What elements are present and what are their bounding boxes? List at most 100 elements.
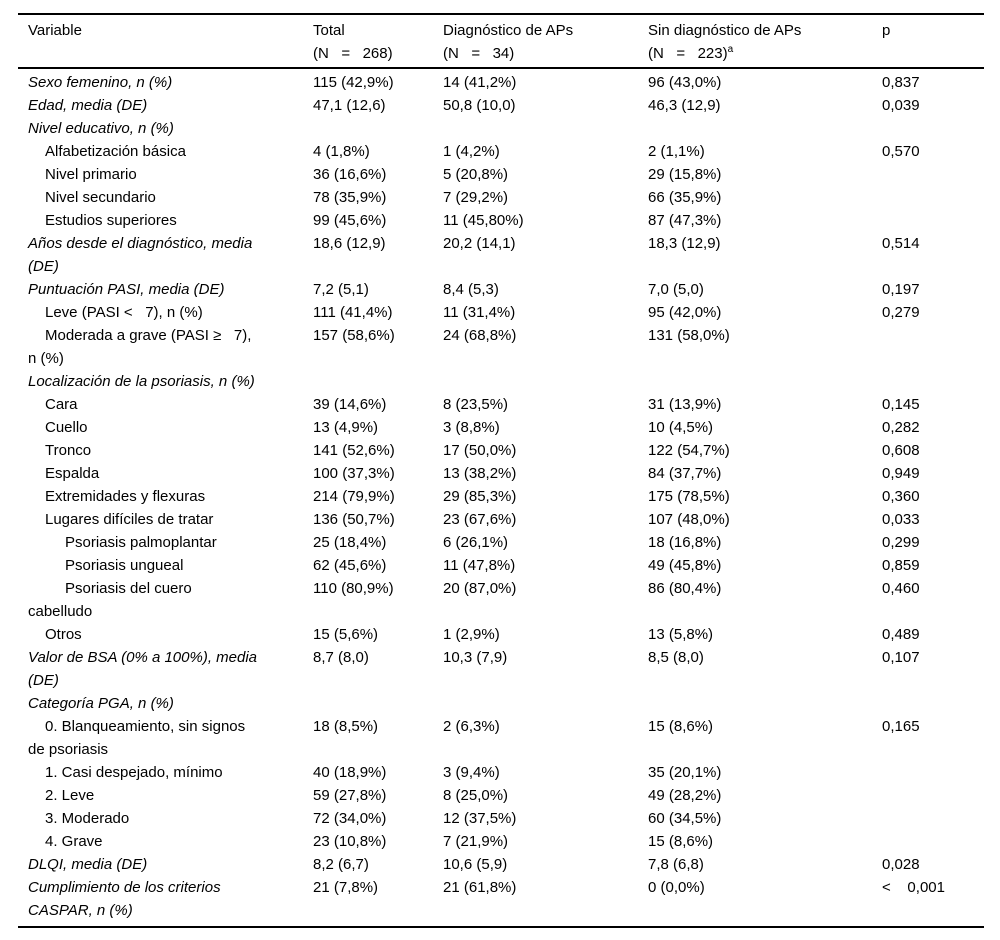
sin-aps-cell: 15 (8,6%) [648, 718, 714, 735]
total-cell: 99 (45,6%) [313, 212, 387, 229]
sin-aps-cell: 15 (8,6%) [648, 833, 714, 850]
sin-aps-cell: 95 (42,0%) [648, 304, 722, 321]
total-cell: 7,2 (5,1) [313, 281, 369, 298]
p-cell [882, 761, 984, 784]
variable-cell: 2. Leve [45, 787, 95, 804]
variable-cell: Categoría PGA, n (%) [28, 695, 174, 712]
aps-cell [443, 692, 648, 715]
table-row: Cumplimiento de los criterios CASPAR, n … [18, 876, 984, 927]
aps-cell: 23 (67,6%) [443, 511, 517, 528]
total-cell: 136 (50,7%) [313, 511, 395, 528]
total-cell: 39 (14,6%) [313, 396, 387, 413]
total-cell: 8,2 (6,7) [313, 856, 369, 873]
total-cell: 100 (37,3%) [313, 465, 395, 482]
sin-aps-cell: 18,3 (12,9) [648, 235, 721, 252]
table-header-row: Variable Total (N = 268) Diagnóstico de … [18, 14, 984, 69]
p-cell: 0,360 [882, 488, 920, 505]
sin-aps-cell: 29 (15,8%) [648, 166, 722, 183]
column-header-sin-aps: Sin diagnóstico de APs (N = 223)a [648, 14, 882, 69]
aps-cell: 6 (26,1%) [443, 534, 509, 551]
sin-aps-cell: 10 (4,5%) [648, 419, 714, 436]
table-row: DLQI, media (DE) 8,2 (6,7) 10,6 (5,9) 7,8 (… [18, 853, 984, 876]
table-row: Localización de la psoriasis, n (%) [18, 370, 984, 393]
aps-cell: 10,6 (5,9) [443, 856, 508, 873]
total-cell: 141 (52,6%) [313, 442, 395, 459]
aps-cell: 5 (20,8%) [443, 166, 509, 183]
table-row: Espalda 100 (37,3%) 13 (38,2%) 84 (37,7%) 0,… [18, 462, 984, 485]
p-cell [882, 784, 984, 807]
table-row: Cuello 13 (4,9%) 3 (8,8%) 10 (4,5%) 0,282 [18, 416, 984, 439]
aps-cell: 8,4 (5,3) [443, 281, 499, 298]
p-cell: 0,514 [882, 235, 920, 252]
total-cell: 18 (8,5%) [313, 718, 379, 735]
aps-cell: 20,2 (14,1) [443, 235, 516, 252]
table-row: Estudios superiores 99 (45,6%) 11 (45,80%)… [18, 209, 984, 232]
p-cell: 0,570 [882, 143, 920, 160]
variable-cell: DLQI, media (DE) [28, 856, 148, 873]
table-row: Psoriasis ungueal 62 (45,6%) 11 (47,8%) 49 … [18, 554, 984, 577]
column-header-variable: Variable [18, 14, 313, 69]
sin-aps-cell: 175 (78,5%) [648, 488, 730, 505]
table-row: 2. Leve 59 (27,8%) 8 (25,0%) 49 (28,2%) [18, 784, 984, 807]
variable-cell: Tronco [45, 442, 92, 459]
sin-aps-cell: 35 (20,1%) [648, 764, 722, 781]
total-cell: 36 (16,6%) [313, 166, 387, 183]
variable-cell: Edad, media (DE) [28, 97, 148, 114]
sin-aps-cell: 31 (13,9%) [648, 396, 722, 413]
sin-aps-cell: 49 (28,2%) [648, 787, 722, 804]
variable-cell: Sexo femenino, n (%) [28, 74, 173, 91]
aps-cell: 11 (31,4%) [443, 304, 516, 321]
sin-aps-cell: 107 (48,0%) [648, 511, 730, 528]
table-row: 3. Moderado 72 (34,0%) 12 (37,5%) 60 (34,5%… [18, 807, 984, 830]
column-header-sin-aps-line2: (N = 223) [648, 45, 728, 62]
table-row: Nivel secundario 78 (35,9%) 7 (29,2%) 66 (3… [18, 186, 984, 209]
total-cell: 40 (18,9%) [313, 764, 387, 781]
variable-cell: Localización de la psoriasis, n (%) [28, 373, 255, 390]
p-cell [882, 209, 984, 232]
variable-cell: Espalda [45, 465, 100, 482]
table-row: 1. Casi despejado, mínimo 40 (18,9%) 3 (9,… [18, 761, 984, 784]
total-cell [313, 370, 443, 393]
sin-aps-cell: 122 (54,7%) [648, 442, 730, 459]
variable-cell: Alfabetización básica [45, 143, 186, 160]
sin-aps-cell: 49 (45,8%) [648, 557, 722, 574]
p-cell [882, 807, 984, 830]
table-row: 0. Blanqueamiento, sin signos de psorias… [18, 715, 984, 761]
aps-cell: 13 (38,2%) [443, 465, 517, 482]
aps-cell: 24 (68,8%) [443, 327, 517, 344]
p-cell [882, 692, 984, 715]
variable-cell: Moderada a grave (PASI ≥ 7), n (%) [28, 327, 252, 367]
p-cell [882, 163, 984, 186]
p-cell: 0,279 [882, 304, 920, 321]
variable-cell: 0. Blanqueamiento, sin signos de psorias… [28, 718, 246, 758]
variable-cell: Psoriasis ungueal [65, 557, 184, 574]
variable-cell: Años desde el diagnóstico, media (DE) [28, 235, 253, 275]
aps-cell: 12 (37,5%) [443, 810, 517, 827]
total-cell: 72 (34,0%) [313, 810, 387, 827]
variable-cell: Nivel secundario [45, 189, 156, 206]
table-row: Puntuación PASI, media (DE) 7,2 (5,1) 8,4 … [18, 278, 984, 301]
p-cell: 0,028 [882, 856, 920, 873]
total-cell: 214 (79,9%) [313, 488, 395, 505]
clinical-characteristics-table: Variable Total (N = 268) Diagnóstico de … [18, 13, 984, 928]
aps-cell: 3 (8,8%) [443, 419, 500, 436]
p-cell: 0,197 [882, 281, 920, 298]
table-row: Psoriasis palmoplantar 25 (18,4%) 6 (26,1%… [18, 531, 984, 554]
variable-cell: Cumplimiento de los criterios CASPAR, n … [28, 879, 221, 919]
p-cell: 0,949 [882, 465, 920, 482]
aps-cell: 1 (4,2%) [443, 143, 500, 160]
aps-cell: 3 (9,4%) [443, 764, 500, 781]
column-header-p: p [882, 14, 984, 69]
total-cell: 115 (42,9%) [313, 74, 394, 91]
column-header-aps: Diagnóstico de APs (N = 34) [443, 14, 648, 69]
variable-cell: Cuello [45, 419, 88, 436]
variable-cell: Otros [45, 626, 82, 643]
p-cell: 0,837 [882, 74, 920, 91]
aps-cell: 50,8 (10,0) [443, 97, 516, 114]
table-row: Categoría PGA, n (%) [18, 692, 984, 715]
total-cell: 15 (5,6%) [313, 626, 379, 643]
aps-cell: 11 (45,80%) [443, 212, 524, 229]
table-row: Nivel primario 36 (16,6%) 5 (20,8%) 29 (15,… [18, 163, 984, 186]
p-cell: 0,489 [882, 626, 920, 643]
sin-aps-cell: 7,8 (6,8) [648, 856, 704, 873]
